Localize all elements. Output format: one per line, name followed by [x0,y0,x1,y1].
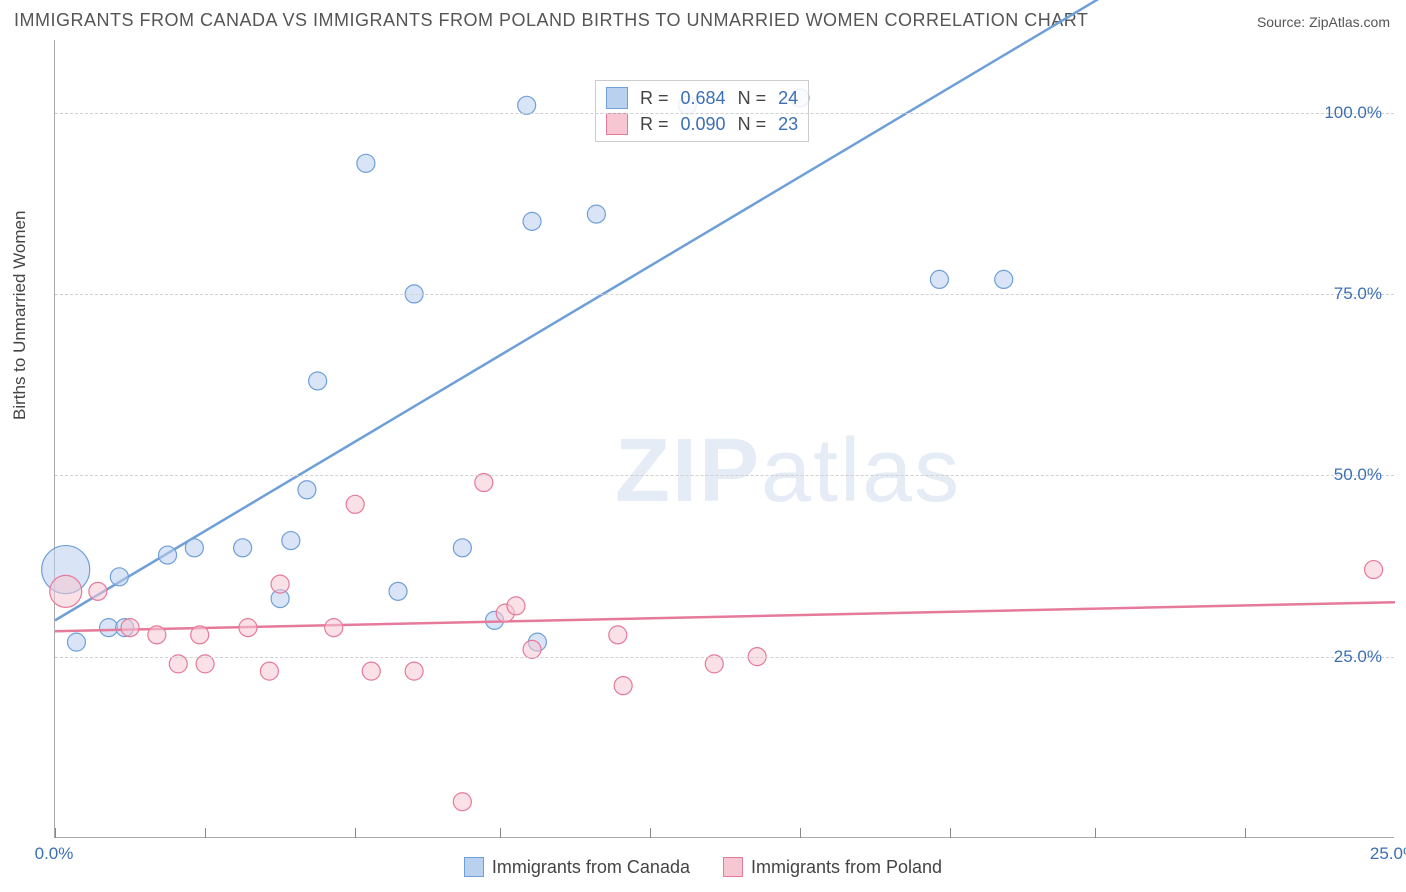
data-point-poland [271,575,289,593]
corr-label-n: N = [738,88,767,109]
data-point-canada [930,270,948,288]
data-point-poland [362,662,380,680]
x-tick-mark [55,828,56,838]
data-point-canada [110,568,128,586]
data-point-canada [587,205,605,223]
data-point-poland [614,677,632,695]
corr-r-poland: 0.090 [681,114,726,135]
data-point-canada [234,539,252,557]
data-point-canada [185,539,203,557]
corr-n-poland: 23 [778,114,798,135]
legend-swatch-poland-icon [606,113,628,135]
chart-container: IMMIGRANTS FROM CANADA VS IMMIGRANTS FRO… [0,0,1406,892]
x-tick-mark [950,828,951,838]
correlation-row-poland: R = 0.090 N = 23 [606,111,798,137]
x-tick-mark [355,828,356,838]
legend-label-canada: Immigrants from Canada [492,857,690,878]
plot-svg [55,40,1394,837]
data-point-poland [148,626,166,644]
data-point-canada [282,532,300,550]
corr-r-canada: 0.684 [681,88,726,109]
data-point-poland [1365,561,1383,579]
data-point-poland [405,662,423,680]
data-point-poland [453,793,471,811]
gridline [55,475,1394,476]
data-point-canada [389,582,407,600]
data-point-poland [239,619,257,637]
x-tick-mark [650,828,651,838]
y-tick-label: 100.0% [1324,103,1382,123]
x-tick-mark [500,828,501,838]
x-tick-label: 0.0% [35,844,74,864]
data-point-canada [298,481,316,499]
data-point-canada [159,546,177,564]
gridline [55,657,1394,658]
legend-label-poland: Immigrants from Poland [751,857,942,878]
correlation-legend: R = 0.684 N = 24 R = 0.090 N = 23 [595,80,809,142]
data-point-poland [50,575,82,607]
corr-label-n: N = [738,114,767,135]
data-point-canada [309,372,327,390]
legend-item-poland: Immigrants from Poland [723,857,942,878]
data-point-poland [325,619,343,637]
data-point-poland [89,582,107,600]
x-tick-label: 25.0% [1370,844,1406,864]
corr-label-r: R = [640,88,669,109]
data-point-poland [121,619,139,637]
y-tick-label: 50.0% [1334,465,1382,485]
data-point-canada [995,270,1013,288]
plot-area: ZIPatlas R = 0.684 N = 24 R = 0.090 N = … [54,40,1394,838]
data-point-poland [346,495,364,513]
source-label: Source: ZipAtlas.com [1257,14,1390,30]
corr-n-canada: 24 [778,88,798,109]
x-tick-mark [205,828,206,838]
x-tick-mark [800,828,801,838]
legend-swatch-poland-icon [723,857,743,877]
data-point-canada [523,212,541,230]
legend-swatch-canada-icon [464,857,484,877]
correlation-row-canada: R = 0.684 N = 24 [606,85,798,111]
data-point-poland [260,662,278,680]
data-point-canada [357,154,375,172]
y-axis-label: Births to Unmarried Women [10,211,30,420]
chart-title: IMMIGRANTS FROM CANADA VS IMMIGRANTS FRO… [14,10,1088,31]
y-tick-label: 25.0% [1334,647,1382,667]
bottom-legend: Immigrants from Canada Immigrants from P… [0,857,1406,883]
gridline [55,113,1394,114]
data-point-poland [609,626,627,644]
data-point-canada [100,619,118,637]
y-tick-label: 75.0% [1334,284,1382,304]
data-point-canada [453,539,471,557]
legend-item-canada: Immigrants from Canada [464,857,690,878]
data-point-poland [507,597,525,615]
legend-swatch-canada-icon [606,87,628,109]
data-point-poland [191,626,209,644]
x-tick-mark [1245,828,1246,838]
data-point-canada [67,633,85,651]
corr-label-r: R = [640,114,669,135]
gridline [55,294,1394,295]
x-tick-mark [1095,828,1096,838]
